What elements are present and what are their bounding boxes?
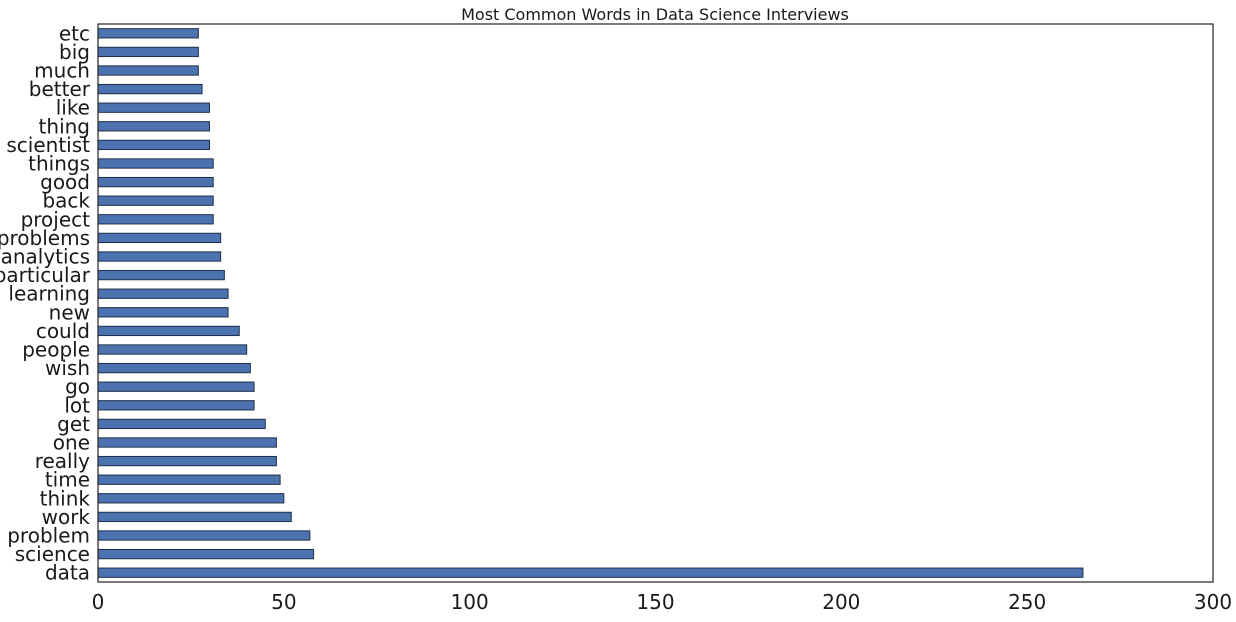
y-tick-label-things: things xyxy=(28,152,90,176)
y-tick-label-problems: problems xyxy=(0,226,90,250)
y-tick-label-get: get xyxy=(57,412,90,436)
bar-get xyxy=(97,418,266,430)
y-tick-label-people: people xyxy=(22,338,90,362)
bar-lot xyxy=(97,400,255,411)
bar-better xyxy=(97,83,203,95)
y-tick-label-new: new xyxy=(49,300,90,324)
y-tick-label-etc: etc xyxy=(59,21,90,45)
bar-one xyxy=(97,437,277,448)
y-tick-label-time: time xyxy=(45,468,90,492)
bar-thing xyxy=(97,121,210,132)
bar-could xyxy=(97,325,240,337)
x-tick-labels: 0 50 100 150 200 250 300 xyxy=(92,590,1232,614)
x-tick-label-100: 100 xyxy=(451,590,489,614)
y-tick-label-good: good xyxy=(40,170,90,194)
y-tick-label-one: one xyxy=(53,431,90,455)
y-tick-label-data: data xyxy=(45,561,90,585)
bar-problems xyxy=(97,232,222,244)
bar-new xyxy=(97,307,229,318)
x-tick-label-250: 250 xyxy=(1008,590,1046,614)
y-tick-label-much: much xyxy=(34,59,90,83)
y-tick-labels: datascienceproblemworkthinktimereallyone… xyxy=(0,21,91,584)
bar-people xyxy=(97,344,248,355)
bar-time xyxy=(97,474,281,485)
bar-scientist xyxy=(97,139,210,151)
bar-much xyxy=(97,65,199,76)
y-tick-label-better: better xyxy=(29,77,91,101)
y-tick-label-wish: wish xyxy=(45,356,90,380)
bar-project xyxy=(97,214,214,225)
bar-problem xyxy=(97,530,311,541)
y-tick-label-go: go xyxy=(65,375,90,399)
y-tick-label-back: back xyxy=(42,189,90,213)
bar-wish xyxy=(97,362,251,374)
y-tick-label-lot: lot xyxy=(64,393,90,417)
plot-frame xyxy=(97,23,1214,583)
y-tick-label-problem: problem xyxy=(7,524,90,548)
bar-back xyxy=(97,195,214,206)
x-tick-label-0: 0 xyxy=(92,590,105,614)
bar-etc xyxy=(97,28,199,39)
x-tick-label-200: 200 xyxy=(822,590,860,614)
chart-title: Most Common Words in Data Science Interv… xyxy=(461,5,849,24)
y-tick-label-think: think xyxy=(40,486,91,510)
bar-learning xyxy=(97,288,229,299)
bar-particular xyxy=(97,269,225,281)
y-tick-label-project: project xyxy=(21,207,91,231)
y-tick-label-could: could xyxy=(36,319,90,343)
y-tick-label-particular: particular xyxy=(0,263,91,287)
x-tick-label-50: 50 xyxy=(271,590,296,614)
bar-think xyxy=(97,493,285,504)
y-tick-label-really: really xyxy=(35,449,90,473)
y-tick-label-analytics: analytics xyxy=(1,245,90,269)
x-tick-label-300: 300 xyxy=(1194,590,1232,614)
bar-go xyxy=(97,381,255,392)
bar-things xyxy=(97,158,214,169)
bar-good xyxy=(97,176,214,188)
bar-big xyxy=(97,46,199,58)
bar-really xyxy=(97,455,277,467)
y-tick-label-learning: learning xyxy=(8,282,90,306)
y-tick-label-science: science xyxy=(15,542,90,566)
bar-analytics xyxy=(97,251,222,262)
x-tick-label-150: 150 xyxy=(636,590,674,614)
y-tick-label-scientist: scientist xyxy=(6,133,90,157)
y-tick-label-like: like xyxy=(56,96,90,120)
bar-work xyxy=(97,511,292,523)
bars-layer xyxy=(97,28,1084,578)
y-tick-label-big: big xyxy=(59,40,90,64)
y-tick-label-work: work xyxy=(42,505,91,529)
bar-science xyxy=(97,548,315,560)
bar-like xyxy=(97,102,210,113)
bar-data xyxy=(97,567,1084,578)
y-tick-label-thing: thing xyxy=(39,114,90,138)
